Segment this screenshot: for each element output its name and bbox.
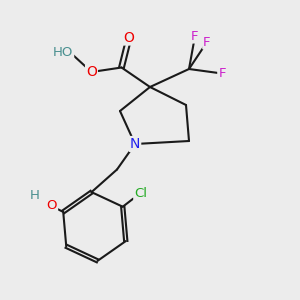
Text: N: N — [130, 137, 140, 151]
Text: F: F — [218, 67, 226, 80]
Text: Cl: Cl — [134, 187, 147, 200]
Text: O: O — [124, 31, 134, 44]
Text: F: F — [191, 29, 199, 43]
Text: O: O — [86, 65, 97, 79]
Text: O: O — [46, 199, 57, 212]
Text: H: H — [30, 189, 40, 202]
Text: HO: HO — [53, 46, 73, 59]
Text: F: F — [203, 35, 211, 49]
